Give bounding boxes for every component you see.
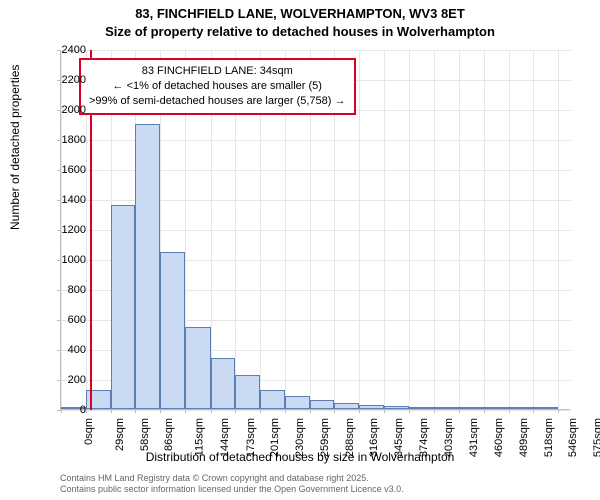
histogram-bar [533, 407, 558, 409]
gridline-v [359, 50, 360, 410]
y-tick-label: 2200 [62, 74, 86, 86]
x-tick-label: 58sqm [139, 418, 151, 451]
gridline-v [558, 50, 559, 410]
histogram-bar [384, 406, 409, 409]
gridline-v [533, 50, 534, 410]
x-tick-label: 230sqm [294, 418, 306, 457]
annotation-box: 83 FINCHFIELD LANE: 34sqm← <1% of detach… [79, 58, 356, 115]
x-tick-label: 546sqm [567, 418, 579, 457]
histogram-bar [211, 358, 235, 409]
x-tick-label: 144sqm [220, 418, 232, 457]
y-tick-label: 400 [68, 344, 86, 356]
y-tick-label: 800 [68, 284, 86, 296]
histogram-bar [334, 403, 359, 409]
x-tick-label: 489sqm [518, 418, 530, 457]
y-tick-label: 0 [80, 404, 86, 416]
x-tick-label: 0sqm [83, 418, 95, 445]
histogram-bar [185, 327, 210, 410]
gridline-v [484, 50, 485, 410]
plot-area: 83 FINCHFIELD LANE: 34sqm← <1% of detach… [60, 50, 570, 410]
annotation-line-3: >99% of semi-detached houses are larger … [89, 94, 346, 109]
x-tick-label: 173sqm [245, 418, 257, 457]
x-tick-label: 316sqm [368, 418, 380, 457]
annotation-line-2: ← <1% of detached houses are smaller (5) [89, 79, 346, 94]
y-tick-label: 1000 [62, 254, 86, 266]
histogram-bar [484, 407, 509, 409]
histogram-bar [111, 205, 135, 409]
histogram-bar [409, 407, 433, 409]
y-tick-label: 600 [68, 314, 86, 326]
x-tick-label: 374sqm [418, 418, 430, 457]
footnote-line-2: Contains public sector information licen… [60, 484, 404, 496]
x-tick-label: 345sqm [393, 418, 405, 457]
gridline-v [459, 50, 460, 410]
y-tick-label: 1400 [62, 194, 86, 206]
histogram-bar [160, 252, 185, 410]
histogram-bar [509, 407, 533, 409]
footnote-line-1: Contains HM Land Registry data © Crown c… [60, 473, 404, 485]
y-tick-label: 1600 [62, 164, 86, 176]
x-tick-label: 201sqm [269, 418, 281, 457]
gridline-v [434, 50, 435, 410]
histogram-bar [434, 407, 459, 409]
histogram-bar [359, 405, 384, 410]
gridline-v [409, 50, 410, 410]
y-axis-label: Number of detached properties [8, 65, 22, 230]
gridline-h [61, 410, 571, 411]
footnote: Contains HM Land Registry data © Crown c… [60, 473, 404, 496]
y-tick-label: 2000 [62, 104, 86, 116]
x-tick-label: 259sqm [319, 418, 331, 457]
x-tick-label: 403sqm [443, 418, 455, 457]
annotation-line-1: 83 FINCHFIELD LANE: 34sqm [89, 64, 346, 79]
x-tick-label: 29sqm [114, 418, 126, 451]
chart-area: 83 FINCHFIELD LANE: 34sqm← <1% of detach… [60, 50, 570, 410]
x-tick-label: 86sqm [163, 418, 175, 451]
y-tick-label: 1800 [62, 134, 86, 146]
y-tick-label: 200 [68, 374, 86, 386]
gridline-v [509, 50, 510, 410]
histogram-bar [285, 396, 310, 410]
histogram-bar [135, 124, 160, 409]
x-tick-label: 115sqm [194, 418, 206, 456]
histogram-bar [310, 400, 334, 409]
histogram-bar [459, 407, 484, 409]
x-tick-label: 288sqm [344, 418, 356, 457]
x-tick-label: 431sqm [468, 418, 480, 457]
y-tick-label: 2400 [62, 44, 86, 56]
gridline-h [61, 50, 571, 51]
x-tick-label: 575sqm [592, 418, 600, 457]
chart-title-sub: Size of property relative to detached ho… [0, 24, 600, 39]
y-tick-label: 1200 [62, 224, 86, 236]
x-tick-label: 460sqm [493, 418, 505, 457]
x-tick-label: 518sqm [543, 418, 555, 457]
chart-title-main: 83, FINCHFIELD LANE, WOLVERHAMPTON, WV3 … [0, 6, 600, 21]
gridline-v [384, 50, 385, 410]
histogram-bar [235, 375, 260, 410]
histogram-bar [260, 390, 285, 410]
